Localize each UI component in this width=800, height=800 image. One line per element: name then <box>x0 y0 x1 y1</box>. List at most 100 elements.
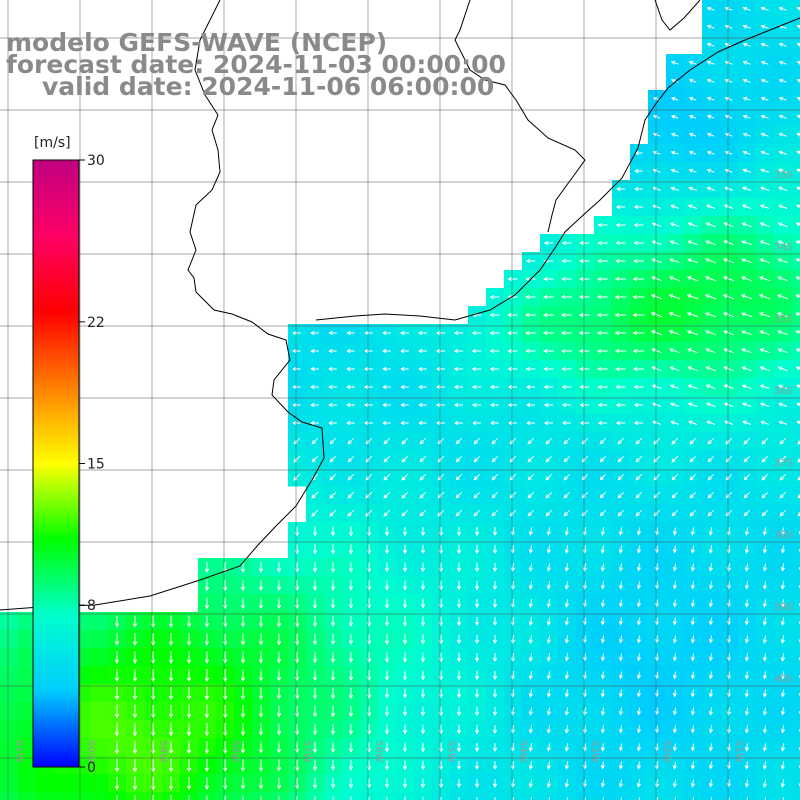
wind-vector-arrow <box>597 258 608 264</box>
wind-vector-arrow <box>744 635 749 644</box>
wind-vector-arrow <box>582 581 587 590</box>
wind-vector-arrow <box>528 599 533 608</box>
wind-vector-arrow <box>760 168 770 173</box>
wind-vector-arrow <box>561 420 571 426</box>
wind-vector-arrow <box>670 132 679 137</box>
wind-vector-arrow <box>762 545 767 554</box>
wind-vector-arrow <box>635 491 643 499</box>
wind-vector-arrow <box>690 617 695 626</box>
wind-vector-arrow <box>345 384 355 390</box>
wind-vector-arrow <box>132 686 138 701</box>
wind-vector-arrow <box>564 689 569 698</box>
wind-vector-arrow <box>690 581 695 590</box>
wind-vector-arrow <box>707 473 715 481</box>
wind-vector-arrow <box>651 222 662 227</box>
wind-vector-arrow <box>456 580 462 591</box>
wind-vector-arrow <box>492 635 498 645</box>
wind-vector-arrow <box>293 455 301 463</box>
wind-vector-arrow <box>672 545 677 554</box>
wind-vector-arrow <box>778 78 787 83</box>
wind-vector-arrow <box>420 742 426 753</box>
wind-vector-arrow <box>510 563 515 572</box>
wind-vector-arrow <box>384 580 390 591</box>
wind-vector-arrow <box>384 652 390 663</box>
wind-vector-arrow <box>456 544 462 555</box>
wind-vector-arrow <box>740 258 753 264</box>
wind-vector-arrow <box>492 688 498 699</box>
wind-vector-arrow <box>402 652 408 663</box>
wind-vector-arrow <box>618 707 623 716</box>
wind-vector-arrow <box>364 402 373 408</box>
wind-speed-cell <box>792 72 800 91</box>
wind-vector-arrow <box>348 778 354 789</box>
wind-vector-arrow <box>420 580 426 591</box>
wind-vector-arrow <box>706 186 715 191</box>
wind-vector-arrow <box>240 615 246 628</box>
wind-speed-cell <box>792 180 800 199</box>
wind-vector-arrow <box>491 473 499 481</box>
wind-vector-arrow <box>525 402 535 408</box>
wind-vector-arrow <box>795 330 800 335</box>
wind-vector-arrow <box>382 384 391 390</box>
wind-vector-arrow <box>328 384 337 390</box>
wind-vector-arrow <box>672 599 677 608</box>
wind-vector-arrow <box>492 599 498 609</box>
wind-vector-arrow <box>114 722 120 737</box>
wind-vector-arrow <box>292 402 301 408</box>
wind-vector-arrow <box>780 617 785 626</box>
wind-vector-arrow <box>329 455 337 463</box>
wind-vector-arrow <box>546 653 551 662</box>
wind-speed-cell <box>396 792 415 800</box>
wind-vector-arrow <box>692 797 695 800</box>
wind-vector-arrow <box>669 402 680 407</box>
wind-vector-arrow <box>690 563 695 572</box>
wind-vector-arrow <box>527 491 535 499</box>
wind-vector-arrow <box>708 779 713 788</box>
wind-vector-arrow <box>474 580 480 591</box>
wind-vector-arrow <box>708 581 713 590</box>
wind-vector-arrow <box>578 312 591 318</box>
wind-vector-arrow <box>330 562 336 573</box>
wind-vector-arrow <box>617 455 625 463</box>
wind-vector-arrow <box>597 240 608 246</box>
wind-vector-arrow <box>186 758 192 773</box>
wind-vector-arrow <box>454 420 463 426</box>
wind-speed-cell <box>342 792 361 800</box>
wind-vector-arrow <box>780 527 785 536</box>
wind-vector-arrow <box>402 724 408 735</box>
wind-vector-arrow <box>383 437 391 445</box>
wind-vector-arrow <box>579 384 590 390</box>
wind-vector-arrow <box>453 366 464 372</box>
wind-vector-arrow <box>600 779 605 788</box>
wind-speed-cell <box>792 612 800 631</box>
wind-vector-arrow <box>636 653 641 662</box>
wind-vector-arrow <box>708 563 713 572</box>
wind-vector-arrow <box>615 204 626 210</box>
wind-vector-arrow <box>761 491 769 499</box>
wind-vector-arrow <box>530 797 533 800</box>
wind-vector-arrow <box>242 795 244 800</box>
wind-vector-arrow <box>778 114 787 119</box>
wind-vector-arrow <box>596 348 609 354</box>
wind-vector-arrow <box>419 491 427 499</box>
wind-vector-arrow <box>114 776 120 791</box>
wind-vector-arrow <box>706 114 715 119</box>
wind-vector-arrow <box>132 669 138 683</box>
wind-vector-arrow <box>310 330 319 336</box>
wind-vector-arrow <box>132 633 138 646</box>
wind-speed-cell <box>666 792 685 800</box>
wind-vector-arrow <box>417 330 428 336</box>
wind-vector-arrow <box>759 330 771 336</box>
wind-vector-arrow <box>797 458 800 463</box>
wind-speed-cell <box>792 198 800 217</box>
wind-speed-cell <box>792 108 800 127</box>
wind-vector-arrow <box>778 402 788 407</box>
wind-vector-arrow <box>422 796 424 800</box>
wind-vector-arrow <box>258 597 264 610</box>
wind-vector-arrow <box>509 509 517 517</box>
wind-vector-arrow <box>708 527 713 536</box>
forecast-date-label: forecast date: 2024-11-03 00:00:00 <box>6 50 506 79</box>
wind-vector-arrow <box>726 707 731 716</box>
wind-vector-arrow <box>744 563 749 572</box>
wind-vector-arrow <box>654 761 659 770</box>
